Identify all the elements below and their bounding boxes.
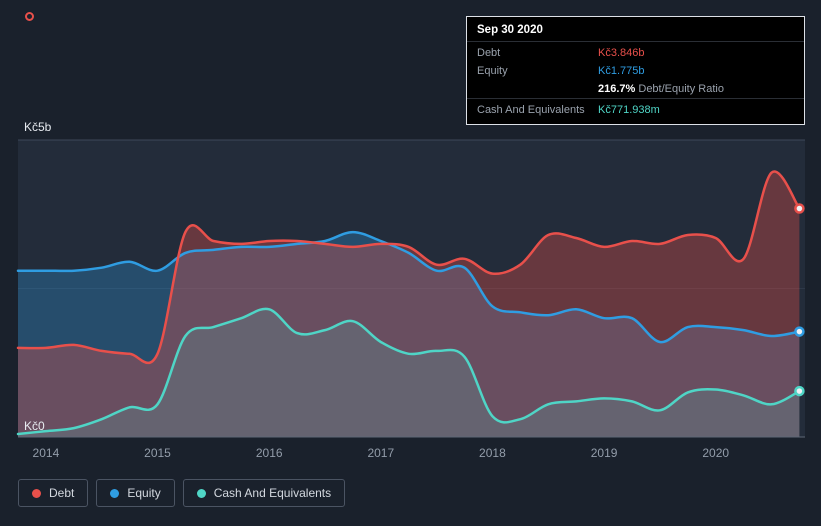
tooltip-cash-label: Cash And Equivalents xyxy=(477,104,585,116)
x-tick-2016: 2016 xyxy=(256,446,283,460)
debt-legend-dot-icon xyxy=(32,488,41,498)
x-tick-2017: 2017 xyxy=(367,446,394,460)
tooltip-equity-value: Kč1.775b xyxy=(598,65,645,77)
y-axis-bottom-label: Kč0 xyxy=(24,419,45,433)
debt-area xyxy=(18,171,800,438)
x-tick-2014: 2014 xyxy=(33,446,60,460)
chart-legend: Debt Equity Cash And Equivalents xyxy=(18,479,346,507)
equity-area xyxy=(18,232,800,437)
tooltip-equity-label: Equity xyxy=(477,65,508,77)
debt-line xyxy=(16,170,801,365)
legend-item-debt[interactable]: Debt xyxy=(18,479,89,507)
cash-and-equivalents-line xyxy=(16,307,801,436)
legend-label-cash: Cash And Equivalents xyxy=(213,486,332,500)
equity-end-marker[interactable] xyxy=(794,326,805,337)
cash-and-equivalents-end-marker[interactable] xyxy=(794,385,805,397)
legend-label-equity: Equity xyxy=(127,486,161,500)
cash-legend-dot-icon xyxy=(196,488,206,498)
tooltip-ratio-label: Debt/Equity Ratio xyxy=(638,83,724,95)
chart-tooltip: Sep 30 2020 Debt Kč3.846b Equity Kč1.775… xyxy=(466,16,805,125)
cash-and-equivalents-area xyxy=(18,308,800,437)
tooltip-equity-row: Equity Kč1.775b xyxy=(467,62,804,80)
tooltip-debt-value: Kč3.846b xyxy=(598,47,645,59)
tooltip-cash-value: Kč771.938m xyxy=(598,104,660,116)
legend-item-equity[interactable]: Equity xyxy=(96,479,175,507)
tooltip-date: Sep 30 2020 xyxy=(477,24,543,36)
tooltip-ratio-value: 216.7% xyxy=(598,83,636,95)
tooltip-debt-row: Debt Kč3.846b xyxy=(467,41,804,62)
tooltip-cash-row: Cash And Equivalents Kč771.938m xyxy=(467,98,804,124)
debt-end-marker[interactable] xyxy=(794,203,805,214)
legend-label-debt: Debt xyxy=(49,486,75,500)
x-tick-2020: 2020 xyxy=(702,446,729,460)
x-tick-2018: 2018 xyxy=(479,446,506,460)
equity-line xyxy=(16,230,801,344)
x-tick-2015: 2015 xyxy=(144,446,171,460)
tooltip-ratio-row: 216.7% Debt/Equity Ratio xyxy=(467,80,804,98)
red-marker-dot xyxy=(25,12,34,21)
legend-item-cash[interactable]: Cash And Equivalents xyxy=(182,479,346,507)
tooltip-debt-label: Debt xyxy=(477,47,501,59)
y-axis-top-label: Kč5b xyxy=(24,120,52,134)
equity-legend-dot-icon xyxy=(110,488,120,498)
x-tick-2019: 2019 xyxy=(591,446,618,460)
tooltip-ratio-text: 216.7% Debt/Equity Ratio xyxy=(598,83,794,95)
